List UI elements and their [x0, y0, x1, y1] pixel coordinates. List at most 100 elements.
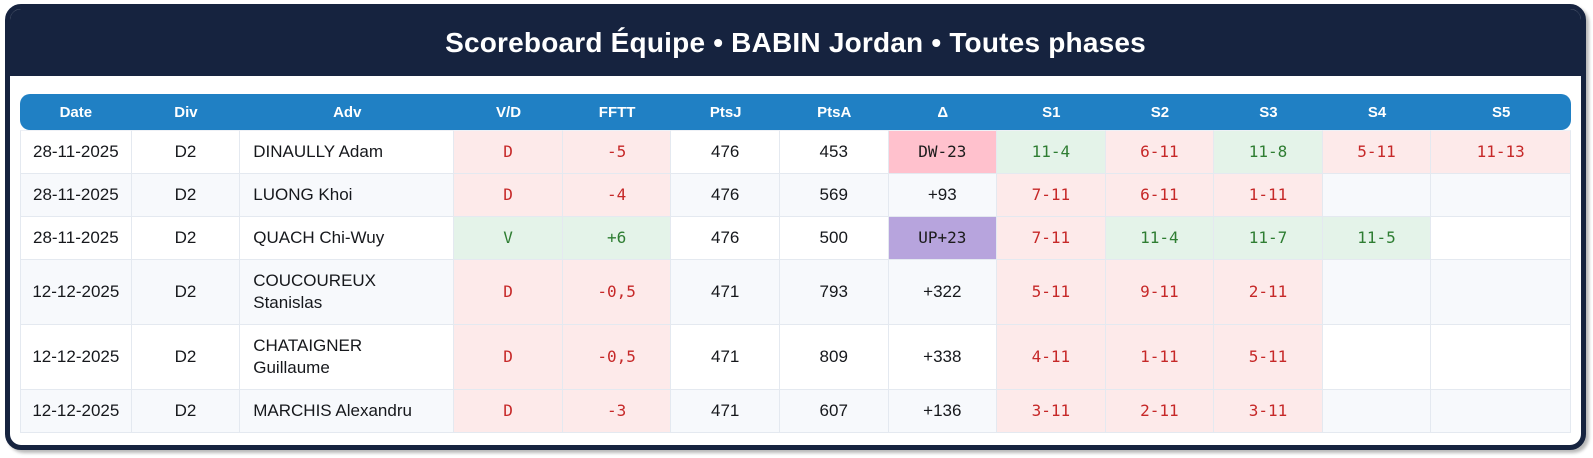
header-set5: S5 [1431, 94, 1571, 130]
cell-set-5: 11-13 [1431, 130, 1571, 174]
cell-date: 28-11-2025 [20, 174, 132, 217]
cell-set-2: 6-11 [1105, 174, 1215, 217]
cell-set-2: 2-11 [1105, 390, 1215, 433]
header-points-opponent: PtsA [779, 94, 889, 130]
header-win-loss: V/D [454, 94, 563, 130]
cell-player-points: 476 [671, 130, 780, 174]
title-bar: Scoreboard Équipe • BABIN Jordan • Toute… [10, 9, 1581, 76]
cell-player-points: 471 [671, 325, 780, 390]
header-date: Date [20, 94, 132, 130]
cell-set-2: 11-4 [1105, 217, 1215, 260]
cell-set-5 [1431, 390, 1571, 433]
cell-fftt-delta: -5 [562, 130, 672, 174]
cell-win-loss: D [454, 130, 563, 174]
header-division: Div [131, 94, 241, 130]
cell-points-gap: UP+23 [888, 217, 998, 260]
cell-set-3: 5-11 [1214, 325, 1323, 390]
cell-set-1: 5-11 [997, 260, 1106, 325]
cell-player-points: 476 [671, 174, 780, 217]
cell-player-points: 476 [671, 217, 780, 260]
table-header-row: Date Div Adv V/D FFTT PtsJ PtsA Δ S1 S2 … [20, 94, 1571, 130]
cell-date: 12-12-2025 [20, 390, 132, 433]
cell-set-2: 1-11 [1105, 325, 1215, 390]
table-row: 28-11-2025 D2 DINAULLY Adam D -5 476 453… [20, 130, 1571, 174]
cell-opponent: MARCHIS Alexandru [240, 390, 455, 433]
table-row: 28-11-2025 D2 LUONG Khoi D -4 476 569 +9… [20, 174, 1571, 217]
cell-points-gap: +136 [888, 390, 998, 433]
table-row: 12-12-2025 D2 CHATAIGNER Guillaume D -0,… [20, 325, 1571, 390]
cell-set-3: 1-11 [1214, 174, 1323, 217]
cell-date: 12-12-2025 [20, 325, 132, 390]
header-set2: S2 [1105, 94, 1215, 130]
table-area: Date Div Adv V/D FFTT PtsJ PtsA Δ S1 S2 … [10, 76, 1581, 439]
cell-division: D2 [131, 260, 241, 325]
match-table-body: 28-11-2025 D2 DINAULLY Adam D -5 476 453… [20, 130, 1571, 433]
cell-opponent: LUONG Khoi [240, 174, 455, 217]
cell-division: D2 [131, 130, 241, 174]
cell-points-gap: DW-23 [888, 130, 998, 174]
cell-set-5 [1431, 325, 1571, 390]
header-opponent: Adv [240, 94, 455, 130]
cell-set-1: 3-11 [997, 390, 1106, 433]
cell-set-5 [1431, 174, 1571, 217]
cell-fftt-delta: -0,5 [562, 325, 672, 390]
cell-opponent: DINAULLY Adam [240, 130, 455, 174]
cell-opponent-points: 607 [779, 390, 889, 433]
cell-set-4: 11-5 [1322, 217, 1432, 260]
table-row: 28-11-2025 D2 QUACH Chi-Wuy V +6 476 500… [20, 217, 1571, 260]
cell-win-loss: V [454, 217, 563, 260]
cell-set-1: 11-4 [997, 130, 1106, 174]
cell-date: 28-11-2025 [20, 217, 132, 260]
cell-opponent: COUCOUREUX Stanislas [240, 260, 455, 325]
cell-date: 12-12-2025 [20, 260, 132, 325]
cell-division: D2 [131, 325, 241, 390]
cell-player-points: 471 [671, 390, 780, 433]
cell-player-points: 471 [671, 260, 780, 325]
cell-set-4 [1322, 325, 1432, 390]
header-fftt: FFTT [562, 94, 672, 130]
cell-fftt-delta: -3 [562, 390, 672, 433]
cell-set-3: 3-11 [1214, 390, 1323, 433]
cell-points-gap: +338 [888, 325, 998, 390]
cell-fftt-delta: -0,5 [562, 260, 672, 325]
cell-opponent-points: 809 [779, 325, 889, 390]
cell-opponent-points: 793 [779, 260, 889, 325]
cell-division: D2 [131, 390, 241, 433]
cell-opponent-points: 453 [779, 130, 889, 174]
cell-set-3: 2-11 [1214, 260, 1323, 325]
match-table: Date Div Adv V/D FFTT PtsJ PtsA Δ S1 S2 … [20, 94, 1571, 433]
cell-set-1: 4-11 [997, 325, 1106, 390]
cell-win-loss: D [454, 260, 563, 325]
cell-opponent: QUACH Chi-Wuy [240, 217, 455, 260]
cell-set-1: 7-11 [997, 174, 1106, 217]
cell-set-4: 5-11 [1322, 130, 1432, 174]
cell-division: D2 [131, 174, 241, 217]
cell-set-1: 7-11 [997, 217, 1106, 260]
cell-division: D2 [131, 217, 241, 260]
cell-set-2: 9-11 [1105, 260, 1215, 325]
cell-set-4 [1322, 260, 1432, 325]
cell-set-4 [1322, 390, 1432, 433]
cell-win-loss: D [454, 174, 563, 217]
cell-points-gap: +93 [888, 174, 998, 217]
cell-date: 28-11-2025 [20, 130, 132, 174]
cell-opponent: CHATAIGNER Guillaume [240, 325, 455, 390]
cell-set-3: 11-8 [1214, 130, 1323, 174]
cell-win-loss: D [454, 390, 563, 433]
cell-set-3: 11-7 [1214, 217, 1323, 260]
header-points-player: PtsJ [671, 94, 780, 130]
cell-opponent-points: 500 [779, 217, 889, 260]
cell-opponent-points: 569 [779, 174, 889, 217]
cell-fftt-delta: -4 [562, 174, 672, 217]
cell-set-2: 6-11 [1105, 130, 1215, 174]
header-set4: S4 [1322, 94, 1432, 130]
cell-points-gap: +322 [888, 260, 998, 325]
header-set1: S1 [997, 94, 1106, 130]
cell-set-5 [1431, 217, 1571, 260]
table-row: 12-12-2025 D2 MARCHIS Alexandru D -3 471… [20, 390, 1571, 433]
cell-win-loss: D [454, 325, 563, 390]
header-delta: Δ [888, 94, 998, 130]
cell-set-4 [1322, 174, 1432, 217]
page-title: Scoreboard Équipe • BABIN Jordan • Toute… [445, 26, 1146, 58]
scoreboard-card: Scoreboard Équipe • BABIN Jordan • Toute… [5, 4, 1586, 450]
